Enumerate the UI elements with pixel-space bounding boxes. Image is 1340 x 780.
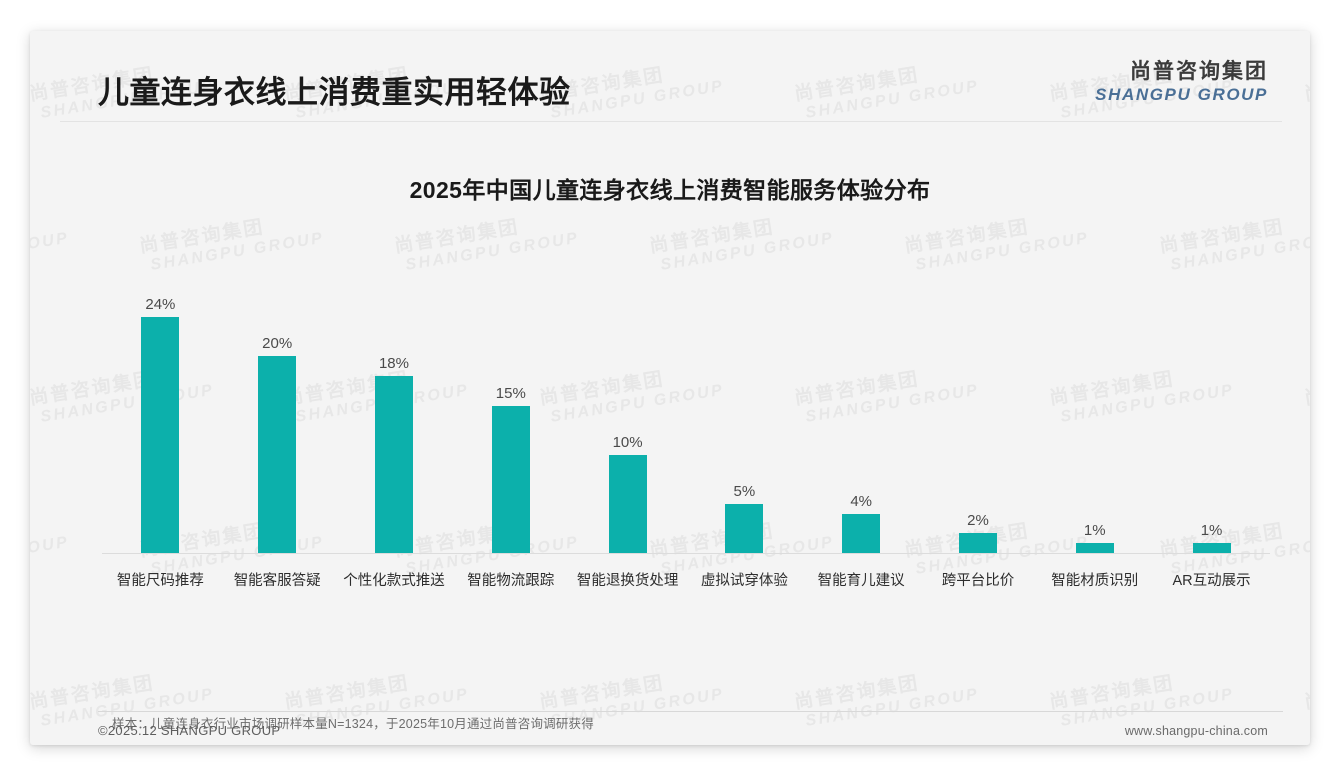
bar-category-label: 智能尺码推荐: [116, 573, 204, 589]
brand-name-en: SHANGPU GROUP: [1095, 85, 1268, 105]
bar-value-label: 2%: [967, 512, 989, 530]
bar-rect[interactable]: [491, 405, 530, 553]
brand-name-cn: 尚普咨询集团: [1130, 60, 1268, 83]
bar-category-label: 智能客服答疑: [233, 573, 321, 589]
bar-value-label: 10%: [612, 433, 643, 451]
bar-value-label: 20%: [262, 335, 293, 353]
bar-group[interactable]: 5% 虚拟试穿体验: [686, 273, 803, 589]
bar-category-label: 虚拟试穿体验: [700, 573, 788, 589]
bar-group[interactable]: 1% 智能材质识别: [1036, 273, 1153, 589]
bar-rect[interactable]: [842, 513, 881, 553]
bar-rect[interactable]: [1192, 543, 1231, 553]
bar-rect[interactable]: [608, 454, 647, 553]
bar-group[interactable]: 10% 智能退换货处理: [569, 273, 686, 589]
bar-rect[interactable]: [141, 317, 180, 553]
bar-chart: 24% 智能尺码推荐 20% 智能客服答疑 18% 个性化款式推送 15% 智能物流跟踪 10%…: [70, 231, 1270, 631]
footer-divider: [98, 711, 1283, 712]
bar-value-label: 4%: [850, 492, 873, 510]
sample-footnote: 样本：儿童连身衣行业市场调研样本量N=1324，于2025年10月通过尚普咨询调…: [112, 717, 594, 731]
bar-value-label: 24%: [145, 296, 176, 313]
bar-rect[interactable]: [1075, 543, 1114, 553]
bar-value-label: 5%: [733, 482, 756, 500]
bar-category-label: 智能退换货处理: [576, 573, 679, 589]
bar-category-label: 跨平台比价: [941, 573, 1015, 589]
brand-logo: 尚普咨询集团 SHANGPU GROUP: [1095, 60, 1268, 106]
bar-group[interactable]: 4% 智能育儿建议: [803, 273, 920, 589]
bar-group[interactable]: 24% 智能尺码推荐: [102, 273, 219, 589]
bar-category-label: AR互动展示: [1172, 573, 1251, 589]
bar-series: 24% 智能尺码推荐 20% 智能客服答疑 18% 个性化款式推送 15% 智能物流跟踪 10%…: [102, 273, 1270, 590]
bar-category-label: 个性化款式推送: [343, 573, 445, 589]
x-axis-line: [102, 553, 1270, 554]
bar-group[interactable]: 15% 智能物流跟踪: [452, 273, 569, 590]
bar-rect[interactable]: [958, 533, 997, 553]
bar-value-label: 18%: [378, 355, 409, 372]
bar-rect[interactable]: [725, 503, 764, 553]
bar-category-label: 智能物流跟踪: [467, 573, 555, 589]
chart-title: 2025年中国儿童连身衣线上消费智能服务体验分布: [409, 177, 931, 203]
bar-group[interactable]: 18% 个性化款式推送: [336, 273, 453, 589]
bar-group[interactable]: 1% AR互动展示: [1153, 273, 1270, 589]
bar-category-label: 智能育儿建议: [817, 573, 905, 589]
page-title: 儿童连身衣线上消费重实用轻体验: [98, 75, 571, 110]
bar-group[interactable]: 2% 跨平台比价: [920, 273, 1037, 589]
slide-header: 儿童连身衣线上消费重实用轻体验 尚普咨询集团 SHANGPU GROUP: [30, 31, 1310, 121]
bar-category-label: 智能材质识别: [1051, 573, 1139, 589]
slide-card: 尚普咨询集团 SHANGPU GROUP 尚普咨询集团 SHANGPU GROUP 尚普…: [30, 31, 1310, 745]
bar-rect[interactable]: [258, 356, 297, 553]
bar-value-label: 1%: [1083, 522, 1106, 540]
website-link[interactable]: www.shangpu-china.com: [1124, 724, 1268, 738]
bar-group[interactable]: 20% 智能客服答疑: [219, 273, 336, 589]
bar-value-label: 1%: [1200, 522, 1223, 540]
bar-rect[interactable]: [374, 376, 413, 553]
copyright-text: ©2025.12 SHANGPU GROUP: [98, 723, 281, 738]
header-divider: [60, 121, 1282, 122]
bar-value-label: 15%: [495, 384, 526, 402]
